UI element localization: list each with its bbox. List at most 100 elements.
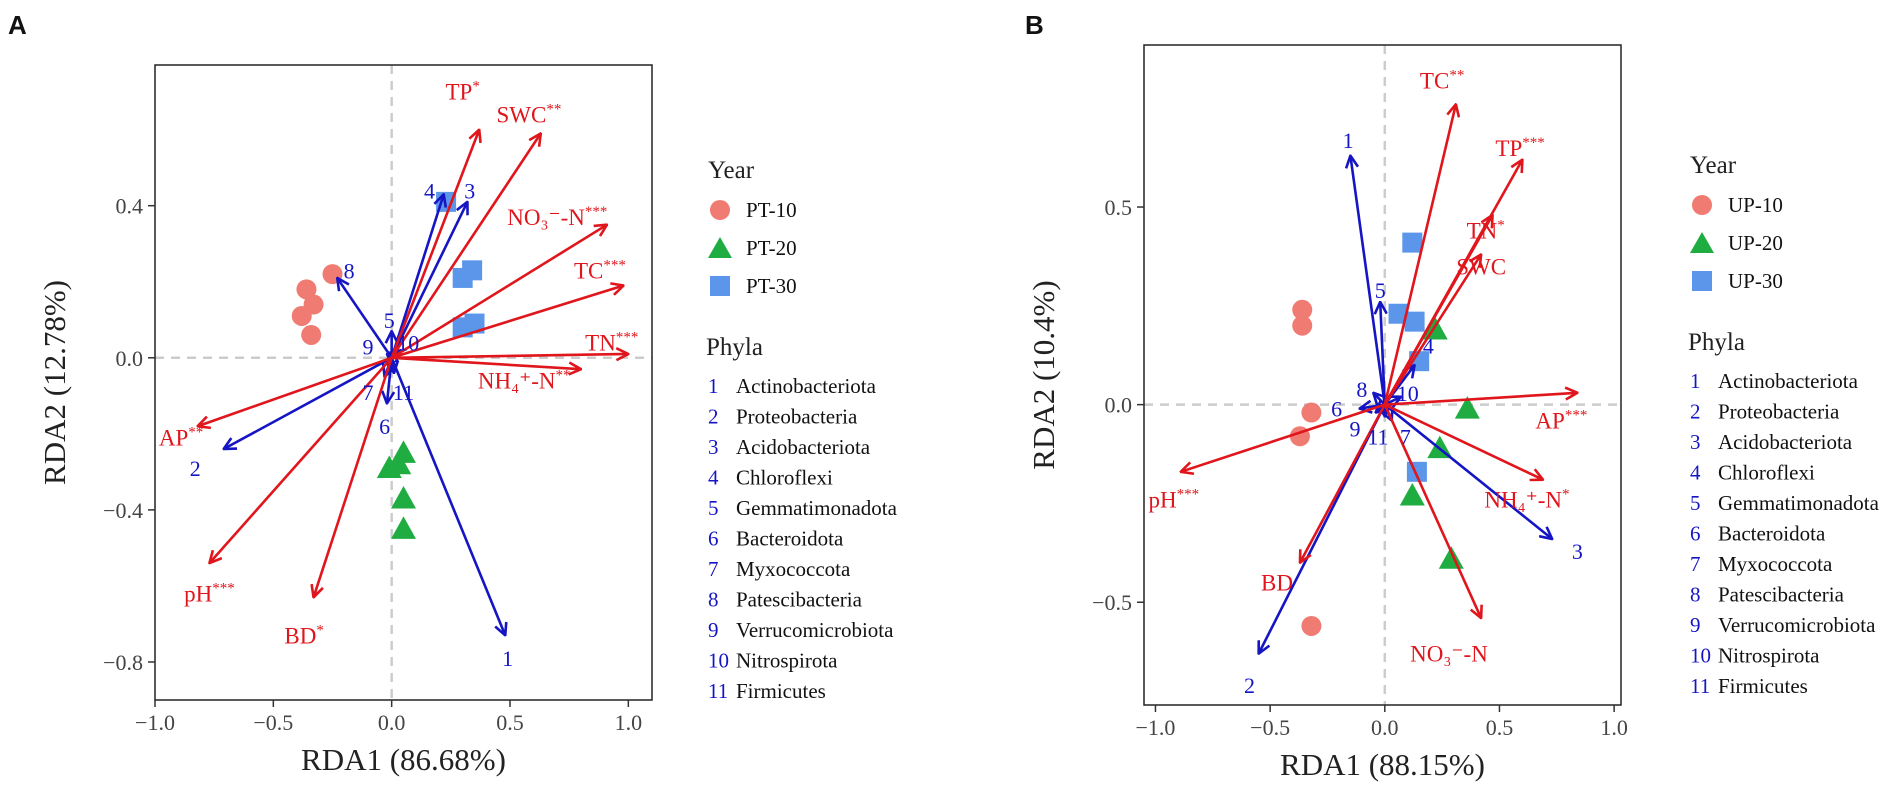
env-vector-swc <box>390 133 541 359</box>
legend-phyla-number: 10 <box>1690 644 1711 668</box>
legend-a: Year PT-10 PT-20 PT-30 Phyla 1 Actinobacteriot… <box>706 157 898 703</box>
legend-phyla-number: 2 <box>1690 400 1701 424</box>
phyla-label: 4 <box>1423 333 1434 358</box>
legend-year-title: Year <box>1690 152 1737 179</box>
env-vector-ap <box>1384 393 1578 406</box>
legend-phyla-number: 7 <box>708 557 719 581</box>
env-label-significance: ** <box>546 101 561 117</box>
legend-phyla-name: Acidobacteriota <box>736 435 871 459</box>
phyla-label: 8 <box>344 258 355 283</box>
phyla-vector-8 <box>337 278 393 359</box>
x-tick-label: 1.0 <box>615 710 643 735</box>
legend-phyla-number: 1 <box>1690 369 1701 393</box>
legend-phyla-number: 5 <box>708 496 719 520</box>
point-up-30 <box>1388 303 1409 324</box>
phyla-label: 2 <box>190 456 201 481</box>
env-label-name: TC <box>1420 69 1449 94</box>
env-label: TP*** <box>1495 135 1544 161</box>
env-vector-ap <box>198 356 393 426</box>
legend-phyla-number: 4 <box>708 466 719 490</box>
y-tick-label: −0.4 <box>103 498 143 523</box>
legend-phyla-number: 11 <box>1690 674 1710 698</box>
env-label: TP* <box>445 79 479 105</box>
phyla-label: 4 <box>424 178 435 203</box>
legend-phyla-name: Acidobacteriota <box>1718 430 1853 454</box>
legend-triangle-icon <box>708 237 732 258</box>
x-tick-label: −1.0 <box>135 710 175 735</box>
legend-year-title: Year <box>708 157 755 184</box>
panel-letter-a: A <box>8 10 27 40</box>
env-label-significance: * <box>316 622 324 638</box>
legend-phyla-number: 9 <box>708 618 719 642</box>
plot-frame <box>154 64 653 701</box>
phyla-label: 8 <box>1356 377 1367 402</box>
legend-phyla-number: 4 <box>1690 461 1701 485</box>
env-label-name: BD <box>1261 570 1293 595</box>
point-pt-20 <box>391 516 416 539</box>
legend-phyla-name: Patescibacteria <box>736 588 863 612</box>
env-label: NO₃⁻-N <box>1410 642 1488 667</box>
legend-phyla-number: 6 <box>1690 522 1701 546</box>
point-up-10 <box>1292 299 1313 320</box>
x-tick-label: 0.0 <box>1371 715 1399 740</box>
env-label: NO₃⁻-N*** <box>507 204 607 230</box>
x-axis-title: RDA1 (86.68%) <box>301 742 506 777</box>
env-label-significance: *** <box>616 330 639 346</box>
env-label: SWC** <box>497 101 562 127</box>
env-vector-tn <box>391 354 629 358</box>
legend-phyla-name: Patescibacteria <box>1718 583 1845 607</box>
phyla-label: 1 <box>502 646 513 671</box>
env-label-name: NH₄⁺-N <box>1484 487 1562 512</box>
phyla-label: 5 <box>1375 278 1386 303</box>
env-label-name: NO₃⁻-N <box>1410 642 1488 667</box>
env-label-significance: *** <box>585 204 608 220</box>
env-vector-bd <box>1300 404 1386 563</box>
phyla-label: 6 <box>379 414 390 439</box>
env-label-name: NO₃⁻-N <box>507 205 585 230</box>
phyla-label: 3 <box>464 178 475 203</box>
legend-phyla-name: Nitrospirota <box>1718 644 1820 668</box>
env-vector-tn <box>1383 215 1493 406</box>
legend-circle-icon <box>710 200 730 220</box>
x-tick-label: −1.0 <box>1136 715 1176 740</box>
env-label-significance: ** <box>556 368 571 384</box>
plot-area-a: −1.0 −0.5 0.0 0.5 1.0 −0.8 −0.4 0.0 0.4 RDA1 (86.… <box>37 64 653 777</box>
env-label-name: pH <box>184 582 212 607</box>
legend-phyla-name: Firmicutes <box>1718 674 1808 698</box>
point-up-30 <box>1404 311 1425 332</box>
legend-phyla-number: 6 <box>708 527 719 551</box>
legend-phyla-number: 3 <box>708 435 719 459</box>
legend-phyla-name: Chloroflexi <box>1718 461 1815 485</box>
panel-letter-b: B <box>1025 10 1044 40</box>
env-label-significance: * <box>1497 218 1505 234</box>
env-label-significance: *** <box>1177 486 1200 502</box>
env-label: NH₄⁺-N** <box>478 368 571 394</box>
env-label-name: TN <box>1467 219 1498 244</box>
env-label: TN* <box>1467 218 1505 244</box>
env-label-significance: ** <box>188 425 203 441</box>
phyla-label: 3 <box>1572 539 1583 564</box>
env-label: AP*** <box>1535 407 1587 433</box>
env-label: NH₄⁺-N* <box>1484 486 1569 512</box>
phyla-label: 11 <box>1367 424 1388 449</box>
env-vector-bd <box>314 357 393 598</box>
legend-phyla-name: Actinobacteriota <box>736 374 877 398</box>
y-tick-label: 0.4 <box>116 194 144 219</box>
env-vector-no₃⁻-n <box>1383 404 1481 618</box>
legend-phyla-number: 9 <box>1690 613 1701 637</box>
env-vector-tc <box>391 286 624 360</box>
legend-phyla-name: Chloroflexi <box>736 466 833 490</box>
legend-phyla-number: 7 <box>1690 552 1701 576</box>
legend-square-icon <box>1692 271 1712 291</box>
point-pt-30 <box>464 313 485 334</box>
x-tick-label: −0.5 <box>1250 715 1290 740</box>
env-label: SWC <box>1456 254 1506 279</box>
env-label-name: SWC <box>1456 254 1506 279</box>
legend-phyla-title: Phyla <box>1688 329 1745 356</box>
legend-phyla-name: Gemmatimonadota <box>736 496 898 520</box>
phyla-label: 7 <box>363 380 374 405</box>
point-pt-10 <box>291 305 312 326</box>
